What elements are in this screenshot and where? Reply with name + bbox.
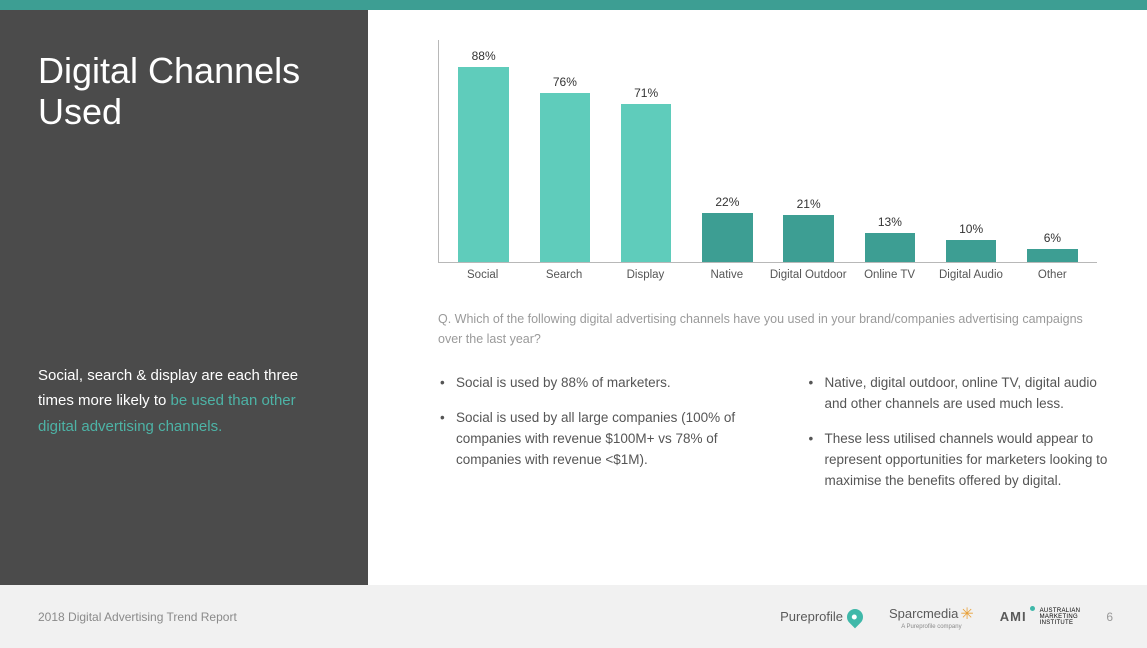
bar	[621, 104, 671, 262]
bullet-list-left: Social is used by 88% of marketers. Socia…	[438, 373, 747, 506]
bullet-list-right: Native, digital outdoor, online TV, digi…	[807, 373, 1116, 506]
logo-ami: AMI AUSTRALIAN MARKETING INSTITUTE	[1000, 608, 1081, 626]
main-content: 88% 76% 71% 22% 21% 13% 10% 6% SocialSearchDisp…	[368, 10, 1147, 585]
spark-icon: ✳	[960, 604, 973, 624]
footer-report-title: 2018 Digital Advertising Trend Report	[38, 610, 780, 624]
bar-chart: 88% 76% 71% 22% 21% 13% 10% 6% SocialSearchDisp…	[438, 40, 1115, 285]
pin-icon	[844, 605, 867, 628]
survey-question: Q. Which of the following digital advert…	[438, 309, 1115, 349]
logo-sparcmedia-text: Sparcmedia	[889, 606, 958, 621]
bar	[1027, 249, 1077, 262]
bar-x-label: Social	[442, 263, 523, 285]
bar-value-label: 88%	[472, 49, 496, 63]
sidebar: Digital Channels Used Social, search & d…	[0, 10, 368, 585]
bar-column: 6%	[1012, 40, 1093, 262]
bar-column: 76%	[524, 40, 605, 262]
top-accent-bar	[0, 0, 1147, 10]
chart-x-labels: SocialSearchDisplayNativeDigital Outdoor…	[438, 263, 1097, 285]
bar-value-label: 71%	[634, 86, 658, 100]
logo-ami-text: AMI	[1000, 609, 1027, 624]
slide: Digital Channels Used Social, search & d…	[0, 0, 1147, 648]
bar-value-label: 10%	[959, 222, 983, 236]
bar	[946, 240, 996, 262]
bar-column: 21%	[768, 40, 849, 262]
bar-x-label: Online TV	[849, 263, 930, 285]
page-title: Digital Channels Used	[38, 50, 334, 133]
logo-sparcmedia-sub: A Pureprofile company	[901, 624, 961, 630]
bar-column: 10%	[931, 40, 1012, 262]
bar-column: 13%	[849, 40, 930, 262]
bullet-item: These less utilised channels would appea…	[807, 429, 1116, 492]
logo-sparcmedia: Sparcmedia ✳ A Pureprofile company	[889, 604, 974, 630]
bar-x-label: Other	[1012, 263, 1093, 285]
bar-column: 22%	[687, 40, 768, 262]
bar-value-label: 76%	[553, 75, 577, 89]
bullet-item: Social is used by all large companies (1…	[438, 408, 747, 471]
footer-logos: Pureprofile Sparcmedia ✳ A Pureprofile c…	[780, 604, 1080, 630]
subtitle: Social, search & display are each three …	[38, 363, 334, 440]
bar-value-label: 13%	[878, 215, 902, 229]
bar	[702, 213, 752, 262]
logo-ami-sub: AUSTRALIAN MARKETING INSTITUTE	[1040, 608, 1081, 626]
bar-x-label: Display	[605, 263, 686, 285]
bullet-columns: Social is used by 88% of marketers. Socia…	[438, 373, 1115, 506]
bar-x-label: Search	[523, 263, 604, 285]
bar	[865, 233, 915, 262]
bar-x-label: Native	[686, 263, 767, 285]
chart-plot-area: 88% 76% 71% 22% 21% 13% 10% 6%	[438, 40, 1097, 263]
logo-pureprofile: Pureprofile	[780, 609, 863, 625]
bar-x-label: Digital Audio	[930, 263, 1011, 285]
bar-column: 88%	[443, 40, 524, 262]
logo-pureprofile-text: Pureprofile	[780, 609, 843, 624]
bar-x-label: Digital Outdoor	[768, 263, 849, 285]
bar	[458, 67, 508, 262]
bar-value-label: 22%	[715, 195, 739, 209]
footer: 2018 Digital Advertising Trend Report Pu…	[0, 585, 1147, 648]
page-number: 6	[1106, 610, 1113, 624]
bar-value-label: 21%	[797, 197, 821, 211]
bullet-item: Social is used by 88% of marketers.	[438, 373, 747, 394]
bar-column: 71%	[606, 40, 687, 262]
bar	[540, 93, 590, 262]
bar	[783, 215, 833, 262]
bullet-item: Native, digital outdoor, online TV, digi…	[807, 373, 1116, 415]
bar-value-label: 6%	[1044, 231, 1061, 245]
dot-icon	[1030, 606, 1035, 611]
